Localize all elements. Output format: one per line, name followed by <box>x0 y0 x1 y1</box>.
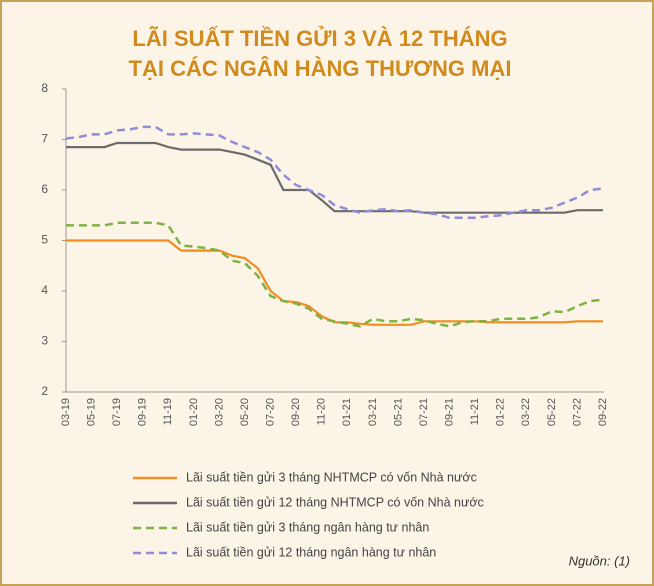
y-tick-label: 5 <box>41 233 48 247</box>
chart-title: TẠI CÁC NGÂN HÀNG THƯƠNG MẠI <box>129 56 512 81</box>
series-line <box>65 125 604 220</box>
x-tick-label: 03-22 <box>520 398 532 426</box>
y-tick-label: 4 <box>41 283 48 297</box>
legend-label: Lãi suất tiền gửi 3 tháng ngân hàng tư n… <box>186 520 429 534</box>
legend-label: Lãi suất tiền gửi 12 tháng ngân hàng tư … <box>186 545 436 559</box>
x-tick-label: 11-21 <box>469 398 481 425</box>
x-tick-label: 01-21 <box>341 398 353 426</box>
x-tick-label: 09-22 <box>597 398 609 426</box>
x-tick-label: 09-20 <box>290 398 302 426</box>
legend-label: Lãi suất tiền gửi 12 tháng NHTMCP có vốn… <box>186 495 484 509</box>
legend-label: Lãi suất tiền gửi 3 tháng NHTMCP có vốn … <box>186 470 477 484</box>
y-tick-label: 8 <box>41 81 48 95</box>
x-tick-label: 05-22 <box>546 398 558 426</box>
x-tick-label: 11-19 <box>162 398 174 425</box>
x-tick-label: 03-19 <box>60 398 72 426</box>
series-line <box>66 221 604 328</box>
y-tick-label: 3 <box>41 334 48 348</box>
x-tick-label: 09-21 <box>443 398 455 426</box>
y-tick-label: 6 <box>41 182 48 196</box>
chart-title: LÃI SUẤT TIỀN GỬI 3 VÀ 12 THÁNG <box>132 26 507 51</box>
y-tick-label: 2 <box>41 384 48 398</box>
x-tick-label: 07-21 <box>418 398 430 426</box>
x-tick-label: 05-20 <box>239 398 251 426</box>
x-tick-label: 03-21 <box>367 398 379 426</box>
x-tick-label: 03-20 <box>213 398 225 426</box>
x-tick-label: 05-19 <box>85 398 97 426</box>
x-tick-label: 05-21 <box>392 398 404 426</box>
x-tick-label: 09-19 <box>137 398 149 426</box>
x-tick-label: 07-22 <box>571 398 583 426</box>
x-tick-label: 07-20 <box>264 398 276 426</box>
x-tick-label: 07-19 <box>111 398 123 426</box>
y-tick-label: 7 <box>41 132 48 146</box>
source: Nguồn: (1) <box>569 553 630 568</box>
x-tick-label: 11-20 <box>316 398 328 425</box>
x-tick-label: 01-22 <box>495 398 507 426</box>
x-tick-label: 01-20 <box>188 398 200 426</box>
